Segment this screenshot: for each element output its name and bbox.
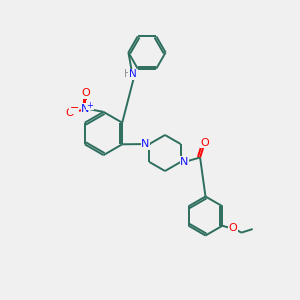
Text: N: N — [129, 69, 136, 79]
Text: N: N — [180, 157, 189, 167]
Text: O: O — [65, 108, 74, 118]
Text: O: O — [200, 137, 209, 148]
Text: O: O — [229, 223, 238, 233]
Text: H: H — [124, 69, 131, 79]
Text: O: O — [81, 88, 90, 98]
Text: −: − — [69, 103, 79, 113]
Text: N: N — [141, 139, 150, 149]
Text: +: + — [87, 101, 93, 110]
Text: N: N — [81, 104, 90, 114]
